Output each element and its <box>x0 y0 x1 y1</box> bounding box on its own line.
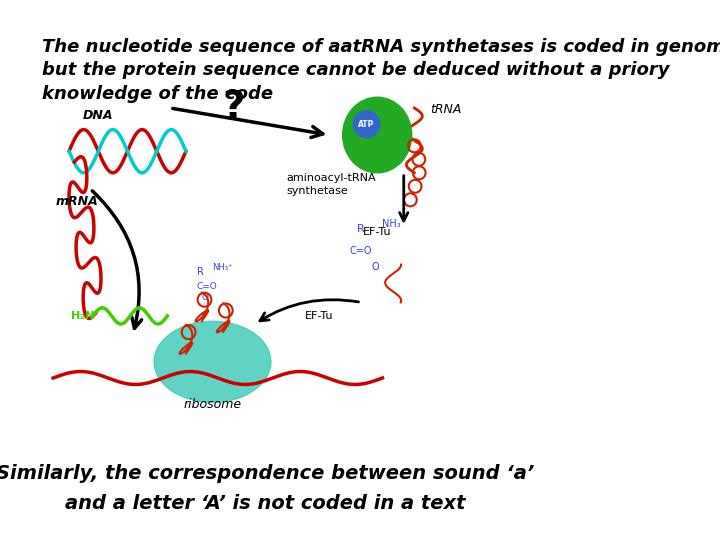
Text: NH₃⁺: NH₃⁺ <box>382 219 407 229</box>
Text: H₂N: H₂N <box>71 311 94 321</box>
Text: C=O: C=O <box>197 282 217 291</box>
Text: NH₃⁺: NH₃⁺ <box>212 263 233 272</box>
Text: R: R <box>357 224 365 234</box>
FancyArrowPatch shape <box>260 300 359 321</box>
Text: EF-Tu: EF-Tu <box>305 310 333 321</box>
Text: C=O: C=O <box>350 246 372 256</box>
Text: ATP: ATP <box>359 120 374 129</box>
Text: EF-Tu: EF-Tu <box>363 227 392 237</box>
Text: DNA: DNA <box>83 109 114 122</box>
Text: mRNA: mRNA <box>55 195 99 208</box>
Text: O: O <box>202 293 209 302</box>
Text: ?: ? <box>222 89 245 127</box>
Text: ribosome: ribosome <box>184 397 241 411</box>
Ellipse shape <box>343 97 412 173</box>
Ellipse shape <box>154 321 271 402</box>
FancyArrowPatch shape <box>92 191 142 328</box>
Text: Similarly, the correspondence between sound ‘a’: Similarly, the correspondence between so… <box>0 464 535 483</box>
Text: tRNA: tRNA <box>431 103 462 117</box>
Text: synthetase: synthetase <box>287 186 348 197</box>
Text: aminoacyl-tRNA: aminoacyl-tRNA <box>287 173 377 183</box>
Text: R: R <box>197 267 204 278</box>
Circle shape <box>354 111 380 138</box>
Text: O: O <box>372 262 379 272</box>
Text: and a letter ‘A’ is not coded in a text: and a letter ‘A’ is not coded in a text <box>66 494 466 513</box>
Text: The nucleotide sequence of aatRNA synthetases is coded in genome,
but the protei: The nucleotide sequence of aatRNA synthe… <box>42 38 720 103</box>
